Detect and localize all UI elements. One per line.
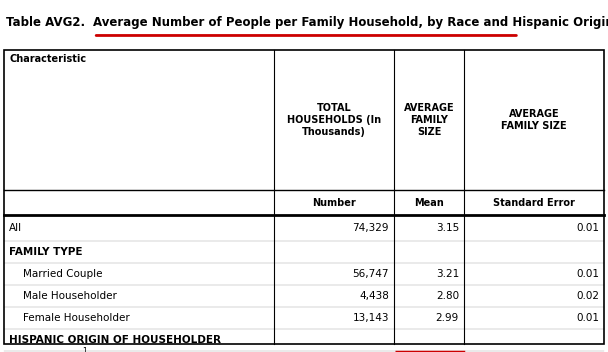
- Text: HISPANIC ORIGIN OF HOUSEHOLDER: HISPANIC ORIGIN OF HOUSEHOLDER: [9, 335, 221, 345]
- Text: 0.02: 0.02: [576, 291, 599, 301]
- Text: AVERAGE
FAMILY SIZE: AVERAGE FAMILY SIZE: [501, 109, 567, 131]
- Text: Average Number of People per Family Household,: Average Number of People per Family Hous…: [94, 16, 423, 29]
- Text: 4,438: 4,438: [359, 291, 389, 301]
- Text: 2.80: 2.80: [436, 291, 459, 301]
- Text: TOTAL
HOUSEHOLDS (In
Thousands): TOTAL HOUSEHOLDS (In Thousands): [287, 103, 381, 137]
- Text: Number: Number: [312, 197, 356, 207]
- Text: by Race and Hispanic Origin: by Race and Hispanic Origin: [423, 16, 608, 29]
- Text: 1: 1: [82, 346, 86, 352]
- Text: 13,143: 13,143: [353, 313, 389, 323]
- Text: Male Householder: Male Householder: [23, 291, 117, 301]
- Text: AVERAGE
FAMILY
SIZE: AVERAGE FAMILY SIZE: [404, 103, 454, 137]
- Text: Table AVG2.: Table AVG2.: [6, 16, 94, 29]
- Text: Characteristic: Characteristic: [9, 54, 86, 64]
- Text: 0.01: 0.01: [576, 223, 599, 233]
- Text: Standard Error: Standard Error: [493, 197, 575, 207]
- Text: 3.15: 3.15: [436, 223, 459, 233]
- Text: FAMILY TYPE: FAMILY TYPE: [9, 247, 83, 257]
- Text: 56,747: 56,747: [353, 269, 389, 279]
- Bar: [4, 50, 604, 344]
- Text: Married Couple: Married Couple: [23, 269, 103, 279]
- Text: Mean: Mean: [414, 197, 444, 207]
- Text: All: All: [9, 223, 22, 233]
- Text: 0.01: 0.01: [576, 269, 599, 279]
- Text: 3.21: 3.21: [436, 269, 459, 279]
- Text: 74,329: 74,329: [353, 223, 389, 233]
- Text: Female Householder: Female Householder: [23, 313, 130, 323]
- Text: 2.99: 2.99: [436, 313, 459, 323]
- Text: 0.01: 0.01: [576, 313, 599, 323]
